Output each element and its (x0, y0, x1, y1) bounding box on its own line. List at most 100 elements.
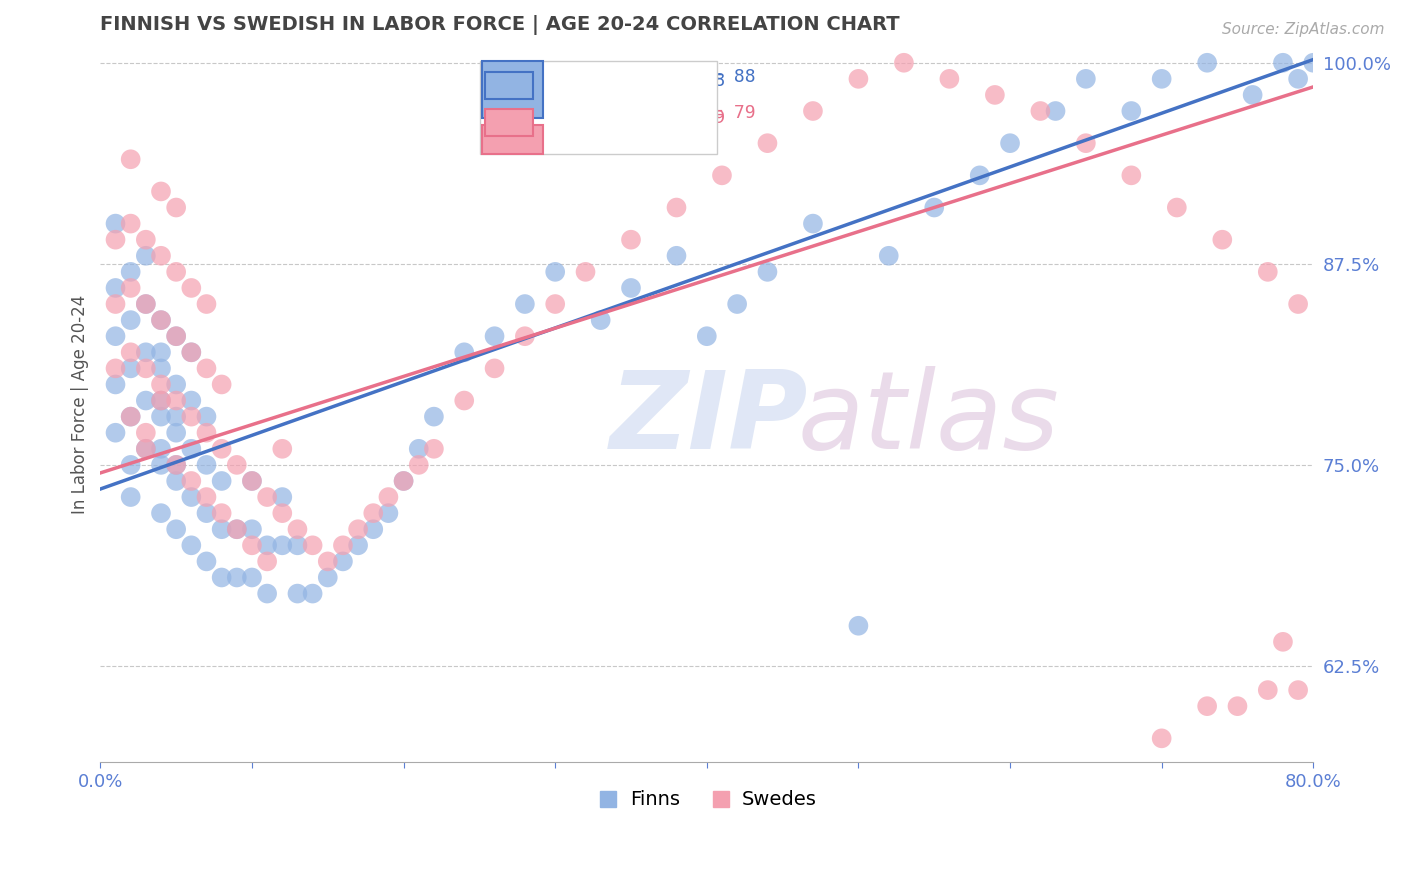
Point (104, 233, 127, 247)
Point (347, 522, 370, 536)
Point (710, 169, 733, 183)
Point (408, 458, 430, 472)
Point (195, 297, 218, 311)
Point (240, 538, 263, 552)
Point (165, 474, 187, 488)
FancyBboxPatch shape (482, 61, 543, 119)
Point (620, 233, 643, 247)
Point (180, 345, 202, 359)
Point (120, 265, 142, 279)
Point (287, 586, 309, 600)
Point (1241, 87, 1264, 102)
Point (104, 217, 127, 231)
Point (135, 361, 157, 376)
Point (150, 377, 173, 392)
Point (135, 442, 157, 456)
Y-axis label: In Labor Force | Age 20-24: In Labor Force | Age 20-24 (72, 295, 89, 514)
Point (180, 393, 202, 408)
Point (1150, 731, 1173, 746)
Point (195, 554, 218, 568)
Point (620, 281, 643, 295)
Point (195, 490, 218, 504)
Point (513, 329, 536, 343)
Point (195, 425, 218, 440)
Point (1257, 265, 1279, 279)
Point (271, 442, 294, 456)
Point (165, 265, 187, 279)
Point (756, 265, 779, 279)
Point (150, 458, 173, 472)
Text: FINNISH VS SWEDISH IN LABOR FORCE | AGE 20-24 CORRELATION CHART: FINNISH VS SWEDISH IN LABOR FORCE | AGE … (100, 15, 900, 35)
Point (120, 345, 142, 359)
Point (211, 377, 233, 392)
Text: ZIP: ZIP (610, 366, 808, 472)
Point (120, 409, 142, 424)
Point (1302, 55, 1324, 70)
Point (922, 201, 945, 215)
Point (180, 281, 202, 295)
Point (240, 474, 263, 488)
Point (1197, 55, 1219, 70)
Point (453, 393, 475, 408)
Point (408, 442, 430, 456)
Point (120, 281, 142, 295)
Point (377, 506, 399, 520)
Point (180, 490, 202, 504)
Point (332, 538, 354, 552)
Point (150, 345, 173, 359)
Point (104, 297, 127, 311)
Point (377, 490, 399, 504)
Point (104, 361, 127, 376)
Point (361, 522, 384, 536)
Point (195, 409, 218, 424)
Point (1286, 71, 1309, 86)
Point (574, 265, 596, 279)
Point (165, 458, 187, 472)
Point (484, 329, 506, 343)
Point (195, 506, 218, 520)
Text: Source: ZipAtlas.com: Source: ZipAtlas.com (1222, 22, 1385, 37)
Point (104, 281, 127, 295)
Point (696, 329, 718, 343)
Point (1257, 683, 1279, 698)
FancyBboxPatch shape (482, 126, 543, 154)
Point (165, 425, 187, 440)
Point (240, 570, 263, 584)
Point (135, 345, 157, 359)
Bar (485, 109, 533, 136)
Point (848, 619, 870, 633)
Point (316, 554, 339, 568)
Point (1197, 699, 1219, 714)
Point (240, 474, 263, 488)
Point (150, 393, 173, 408)
Point (165, 409, 187, 424)
Point (256, 538, 278, 552)
Point (256, 554, 278, 568)
Point (1226, 699, 1249, 714)
Point (1121, 169, 1143, 183)
Point (211, 570, 233, 584)
Point (211, 506, 233, 520)
Point (150, 313, 173, 327)
Point (135, 297, 157, 311)
Point (938, 71, 960, 86)
Point (225, 570, 247, 584)
Point (180, 538, 202, 552)
Point (301, 586, 323, 600)
Point (256, 586, 278, 600)
Point (135, 297, 157, 311)
Legend: Finns, Swedes: Finns, Swedes (589, 782, 825, 817)
Point (180, 409, 202, 424)
Point (150, 185, 173, 199)
Point (287, 522, 309, 536)
Point (589, 313, 612, 327)
Point (150, 361, 173, 376)
Point (211, 442, 233, 456)
Point (120, 490, 142, 504)
Point (271, 538, 294, 552)
Point (665, 201, 688, 215)
Point (361, 506, 384, 520)
Point (135, 425, 157, 440)
Point (120, 153, 142, 167)
Point (392, 474, 415, 488)
